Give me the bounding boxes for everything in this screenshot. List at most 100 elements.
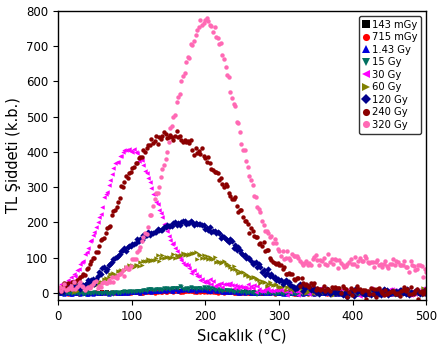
60 Gy bbox=[406, 289, 412, 293]
240 Gy bbox=[405, 287, 410, 291]
320 Gy bbox=[55, 287, 61, 291]
715 mGy bbox=[389, 292, 394, 296]
15 Gy bbox=[55, 291, 61, 295]
30 Gy bbox=[127, 147, 132, 151]
15 Gy bbox=[408, 292, 413, 296]
143 mGy bbox=[55, 291, 61, 295]
715 mGy bbox=[196, 289, 202, 293]
30 Gy bbox=[358, 294, 363, 298]
240 Gy bbox=[174, 129, 179, 133]
Line: 715 mGy: 715 mGy bbox=[56, 289, 429, 296]
60 Gy bbox=[163, 255, 168, 259]
715 mGy bbox=[55, 291, 61, 295]
143 mGy bbox=[424, 291, 429, 296]
143 mGy bbox=[79, 291, 85, 295]
15 Gy bbox=[424, 291, 429, 295]
320 Gy bbox=[58, 289, 64, 293]
30 Gy bbox=[164, 229, 170, 233]
60 Gy bbox=[79, 285, 85, 289]
1.43 Gy bbox=[79, 291, 85, 295]
1.43 Gy bbox=[406, 290, 412, 295]
715 mGy bbox=[79, 291, 85, 295]
1.43 Gy bbox=[292, 290, 298, 295]
120 Gy bbox=[406, 293, 412, 297]
Line: 1.43 Gy: 1.43 Gy bbox=[56, 287, 429, 296]
320 Gy bbox=[204, 16, 210, 20]
30 Gy bbox=[79, 260, 85, 265]
320 Gy bbox=[294, 254, 299, 258]
715 mGy bbox=[292, 291, 298, 296]
1.43 Gy bbox=[381, 292, 386, 296]
143 mGy bbox=[284, 292, 290, 296]
715 mGy bbox=[187, 289, 192, 293]
Legend: 143 mGy, 715 mGy, 1.43 Gy, 15 Gy, 30 Gy, 60 Gy, 120 Gy, 240 Gy, 320 Gy: 143 mGy, 715 mGy, 1.43 Gy, 15 Gy, 30 Gy,… bbox=[359, 16, 421, 134]
120 Gy bbox=[424, 292, 429, 296]
320 Gy bbox=[164, 150, 170, 155]
240 Gy bbox=[424, 287, 429, 291]
Line: 15 Gy: 15 Gy bbox=[56, 284, 429, 297]
715 mGy bbox=[163, 290, 168, 294]
143 mGy bbox=[294, 291, 299, 296]
Line: 320 Gy: 320 Gy bbox=[56, 16, 429, 294]
30 Gy bbox=[406, 292, 412, 297]
715 mGy bbox=[409, 291, 415, 295]
120 Gy bbox=[79, 283, 85, 288]
1.43 Gy bbox=[409, 291, 415, 296]
120 Gy bbox=[196, 222, 202, 226]
30 Gy bbox=[292, 289, 298, 293]
Line: 120 Gy: 120 Gy bbox=[56, 218, 429, 299]
1.43 Gy bbox=[201, 287, 206, 291]
60 Gy bbox=[409, 290, 415, 294]
1.43 Gy bbox=[55, 290, 61, 294]
X-axis label: Sıcaklık (°C): Sıcaklık (°C) bbox=[198, 328, 287, 343]
240 Gy bbox=[416, 297, 421, 301]
240 Gy bbox=[55, 286, 61, 290]
120 Gy bbox=[180, 218, 186, 223]
15 Gy bbox=[196, 285, 202, 290]
60 Gy bbox=[193, 250, 198, 254]
715 mGy bbox=[424, 291, 429, 295]
15 Gy bbox=[79, 291, 85, 295]
120 Gy bbox=[55, 289, 61, 294]
143 mGy bbox=[163, 290, 168, 294]
143 mGy bbox=[409, 291, 415, 295]
120 Gy bbox=[292, 287, 298, 291]
15 Gy bbox=[405, 292, 410, 296]
143 mGy bbox=[196, 288, 202, 292]
60 Gy bbox=[424, 290, 429, 295]
1.43 Gy bbox=[163, 289, 168, 293]
15 Gy bbox=[292, 292, 298, 296]
715 mGy bbox=[406, 291, 412, 295]
240 Gy bbox=[408, 285, 413, 289]
120 Gy bbox=[345, 295, 350, 299]
120 Gy bbox=[409, 291, 415, 296]
60 Gy bbox=[55, 291, 61, 295]
60 Gy bbox=[292, 284, 298, 288]
240 Gy bbox=[79, 274, 85, 279]
15 Gy bbox=[163, 287, 168, 291]
30 Gy bbox=[196, 273, 202, 277]
120 Gy bbox=[163, 225, 168, 229]
30 Gy bbox=[424, 291, 429, 295]
320 Gy bbox=[81, 285, 86, 289]
240 Gy bbox=[163, 132, 168, 136]
60 Gy bbox=[196, 252, 202, 256]
30 Gy bbox=[55, 286, 61, 290]
320 Gy bbox=[424, 270, 429, 274]
Line: 30 Gy: 30 Gy bbox=[56, 147, 429, 299]
15 Gy bbox=[177, 284, 183, 289]
240 Gy bbox=[196, 149, 202, 153]
Line: 240 Gy: 240 Gy bbox=[56, 129, 429, 301]
143 mGy bbox=[406, 291, 412, 295]
15 Gy bbox=[419, 292, 424, 297]
320 Gy bbox=[409, 263, 415, 267]
60 Gy bbox=[330, 292, 336, 297]
1.43 Gy bbox=[194, 287, 200, 291]
240 Gy bbox=[292, 278, 298, 282]
320 Gy bbox=[196, 25, 202, 29]
1.43 Gy bbox=[424, 291, 429, 295]
30 Gy bbox=[409, 289, 415, 293]
320 Gy bbox=[406, 269, 412, 274]
Line: 60 Gy: 60 Gy bbox=[56, 250, 429, 297]
Line: 143 mGy: 143 mGy bbox=[56, 288, 429, 297]
